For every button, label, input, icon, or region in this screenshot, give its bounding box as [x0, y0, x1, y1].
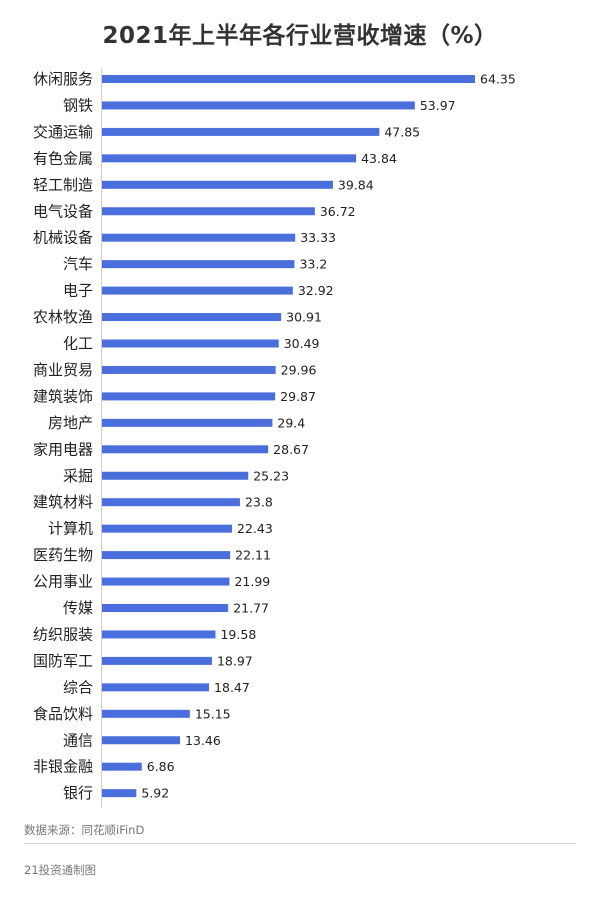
value-label: 22.11: [235, 548, 271, 563]
value-label: 29.4: [277, 415, 305, 430]
bar: [102, 498, 240, 507]
value-label: 19.58: [220, 627, 256, 642]
value-label: 18.47: [214, 680, 250, 695]
value-label: 33.2: [299, 257, 327, 272]
value-label: 43.84: [361, 151, 397, 166]
value-label: 13.46: [185, 733, 221, 748]
bar-chart: 休闲服务 64.35 钢铁 53.97 交通运输 47.85 有色金属 43.84 轻工制造 39…: [33, 68, 516, 808]
bar: [102, 709, 190, 718]
value-label: 36.72: [320, 204, 356, 219]
category-label: 通信: [63, 731, 93, 749]
value-label: 64.35: [480, 72, 516, 87]
bar: [102, 101, 415, 110]
category-label: 电子: [63, 282, 93, 300]
bar: [102, 604, 229, 612]
bar: [102, 551, 231, 560]
bar: [102, 789, 137, 798]
value-label: 30.49: [284, 336, 320, 351]
chart-title: 2021年上半年各行业营收增速（%）: [102, 23, 498, 49]
value-label: 15.15: [195, 706, 231, 721]
source-note: 数据来源：同花顺iFinD: [24, 823, 145, 837]
category-label: 综合: [63, 678, 93, 696]
bar: [102, 736, 181, 745]
value-label: 6.86: [147, 759, 175, 774]
value-label: 21.99: [234, 574, 270, 589]
category-label: 轻工制造: [33, 176, 93, 194]
bar: [102, 471, 249, 480]
value-label: 22.43: [237, 521, 273, 536]
category-label: 房地产: [48, 414, 93, 432]
bar: [102, 683, 210, 692]
value-label: 30.91: [286, 310, 322, 325]
category-label: 计算机: [48, 520, 93, 538]
category-label: 汽车: [63, 255, 93, 273]
value-label: 25.23: [253, 468, 289, 483]
value-label: 5.92: [141, 786, 169, 801]
bar: [102, 180, 333, 189]
bar: [102, 127, 380, 136]
value-label: 32.92: [298, 283, 334, 298]
category-label: 传媒: [63, 599, 93, 617]
category-label: 国防军工: [33, 652, 93, 670]
category-label: 商业贸易: [33, 361, 93, 379]
bar: [102, 313, 282, 322]
bar: [102, 656, 212, 665]
value-label: 23.8: [245, 495, 273, 510]
bar: [102, 445, 269, 454]
value-label: 21.77: [233, 601, 269, 616]
bar: [102, 365, 276, 374]
bar: [102, 762, 142, 771]
bar: [102, 577, 230, 586]
bar: [102, 154, 357, 163]
footer-divider: [24, 843, 576, 844]
bar: [102, 392, 276, 401]
category-label: 非银金融: [33, 758, 93, 776]
bar: [102, 233, 296, 242]
bar: [102, 260, 295, 269]
category-label: 银行: [63, 784, 93, 802]
bar: [102, 286, 293, 295]
category-label: 农林牧渔: [33, 308, 93, 326]
category-label: 电气设备: [33, 202, 93, 220]
bar: [102, 524, 233, 533]
category-label: 交通运输: [33, 123, 93, 141]
category-label: 化工: [63, 335, 93, 353]
bar: [102, 418, 273, 427]
category-label: 医药生物: [33, 546, 93, 564]
category-label: 食品饮料: [33, 705, 93, 723]
bar: [102, 339, 279, 348]
bar: [102, 75, 475, 83]
value-label: 28.67: [273, 442, 309, 457]
bar: [102, 630, 216, 639]
category-label: 钢铁: [63, 96, 93, 114]
value-label: 18.97: [217, 653, 253, 668]
category-label: 建筑装饰: [33, 387, 93, 405]
value-label: 39.84: [338, 177, 374, 192]
category-label: 家用电器: [33, 440, 93, 458]
value-label: 53.97: [420, 98, 456, 113]
category-label: 机械设备: [33, 229, 93, 247]
category-label: 采掘: [63, 467, 93, 485]
value-label: 33.33: [300, 230, 336, 245]
category-label: 有色金属: [33, 149, 93, 167]
value-label: 47.85: [384, 124, 420, 139]
category-label: 公用事业: [33, 573, 93, 591]
category-label: 纺织服装: [33, 625, 93, 643]
category-label: 建筑材料: [33, 493, 93, 511]
brand-credit: 21投资通制图: [24, 863, 97, 877]
bar: [102, 207, 315, 216]
value-label: 29.96: [281, 362, 317, 377]
category-label: 休闲服务: [33, 70, 93, 88]
value-label: 29.87: [280, 389, 316, 404]
